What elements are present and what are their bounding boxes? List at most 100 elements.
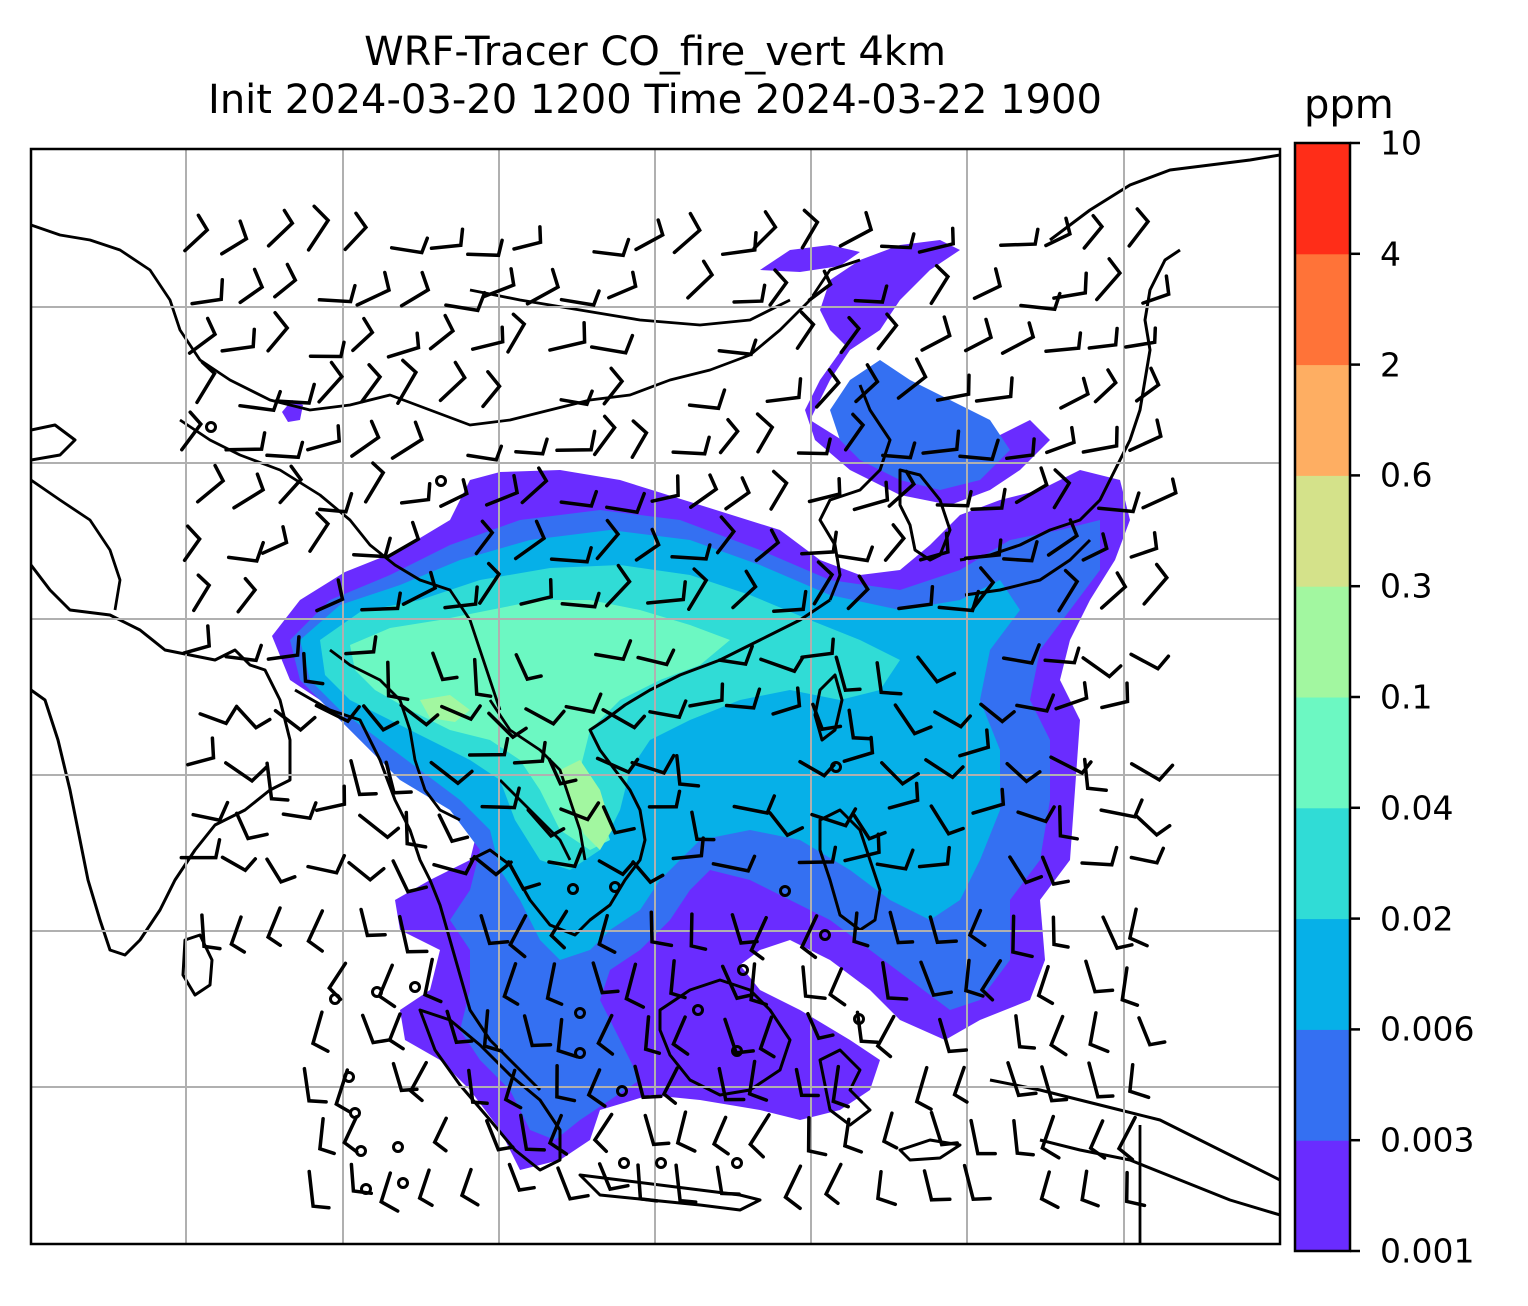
wind-barb	[853, 284, 889, 304]
wind-barb	[429, 760, 474, 786]
wind-barb	[952, 1065, 969, 1104]
wind-barb	[384, 760, 413, 795]
calm-wind-circle	[819, 929, 831, 941]
wind-barb	[846, 574, 870, 611]
wind-barb	[674, 1163, 698, 1204]
wind-barb	[1127, 907, 1149, 948]
wind-barb	[437, 813, 470, 844]
calm-wind-circle	[737, 964, 749, 976]
wind-barb	[607, 270, 638, 300]
wind-barb	[564, 692, 603, 714]
wind-barb	[717, 1066, 746, 1102]
wind-barb	[814, 368, 841, 409]
calm-wind-circle	[392, 1141, 404, 1153]
wind-barb	[220, 855, 258, 873]
wind-barb	[769, 469, 789, 511]
wind-barb	[440, 704, 482, 722]
wind-barb	[1040, 1114, 1061, 1160]
wind-barb	[1005, 761, 1042, 784]
coastline-india	[31, 564, 292, 957]
wind-barb	[823, 1162, 843, 1206]
wind-barb	[633, 1064, 663, 1100]
wind-barb	[520, 466, 549, 505]
calm-wind-circle	[731, 1157, 743, 1169]
wind-barb	[343, 211, 369, 252]
wind-barb	[399, 703, 440, 727]
wind-barb	[302, 651, 325, 686]
wind-barb	[408, 1060, 428, 1103]
wind-barb	[711, 854, 757, 873]
colorbar-tick-label: 0.003	[1380, 1120, 1475, 1160]
wind-barb	[636, 1163, 659, 1203]
wind-barb	[595, 518, 621, 561]
wind-barb	[1052, 271, 1088, 300]
wind-barb	[881, 961, 909, 1001]
wind-barb	[478, 561, 502, 605]
wind-barb	[937, 589, 981, 613]
calm-wind-circle	[435, 475, 447, 487]
wind-barb	[389, 236, 430, 255]
wind-barb	[273, 262, 298, 299]
wind-barb	[444, 290, 487, 313]
wind-barb	[438, 360, 467, 403]
wind-barb	[1040, 1065, 1069, 1103]
calm-wind-circle	[349, 1107, 361, 1119]
wind-barb	[958, 438, 1000, 462]
wind-barb	[794, 1067, 820, 1098]
wind-barb	[265, 440, 305, 460]
colorbar-tick-label: 4	[1380, 234, 1401, 274]
wind-barb	[718, 417, 740, 455]
wind-barb	[1093, 368, 1118, 404]
map-frame	[29, 147, 1282, 1246]
wind-barb	[650, 474, 680, 503]
wind-barb	[401, 570, 438, 606]
wind-barb	[274, 382, 316, 405]
wind-barb	[675, 754, 701, 788]
wind-barb	[472, 657, 493, 698]
wind-barb	[179, 838, 222, 860]
wind-barb	[828, 967, 847, 1007]
wind-barb	[671, 1015, 690, 1056]
wind-barb	[686, 259, 715, 300]
wind-barb	[1120, 966, 1140, 1007]
wind-barb	[236, 576, 258, 614]
wind-barb	[831, 1064, 850, 1109]
wind-barb	[318, 1116, 336, 1156]
map-gridlines	[31, 149, 1280, 1244]
contour-level-5	[350, 600, 730, 850]
wind-barb	[545, 962, 564, 1006]
wind-barb	[720, 964, 756, 1001]
wind-barb	[592, 237, 631, 258]
title-line-1: WRF-Tracer CO_fire_vert 4km	[364, 29, 946, 75]
wind-barb	[671, 435, 711, 456]
wind-barb	[723, 1017, 755, 1055]
wind-barb	[601, 805, 636, 835]
wind-barb	[315, 578, 345, 613]
colorbar-segment	[1295, 918, 1350, 1030]
colorbar-segment	[1295, 143, 1350, 255]
wind-barb	[224, 761, 269, 784]
wind-barb	[687, 567, 709, 611]
wind-barb	[432, 854, 477, 876]
wind-barb	[466, 238, 504, 258]
wind-barb	[688, 682, 725, 708]
wind-barb	[1044, 216, 1072, 248]
wind-barb	[749, 915, 768, 961]
wind-barb	[559, 389, 594, 407]
colorbar-segment	[1295, 253, 1350, 366]
wind-barb	[969, 1118, 997, 1156]
wind-barb	[971, 787, 1006, 815]
border-laos-vietnam	[488, 699, 587, 861]
wind-barb	[482, 1009, 504, 1053]
wind-barb	[508, 914, 528, 959]
wind-barb	[1011, 914, 1034, 959]
border-mongolia	[469, 288, 791, 327]
wind-barb	[191, 800, 230, 823]
wind-barb	[647, 789, 682, 809]
wind-barb	[1081, 656, 1123, 679]
wind-barb	[559, 801, 601, 822]
wind-barb	[317, 360, 345, 404]
calm-wind-circle	[779, 885, 791, 897]
wind-barb	[771, 686, 802, 716]
wind-barb	[591, 961, 620, 995]
